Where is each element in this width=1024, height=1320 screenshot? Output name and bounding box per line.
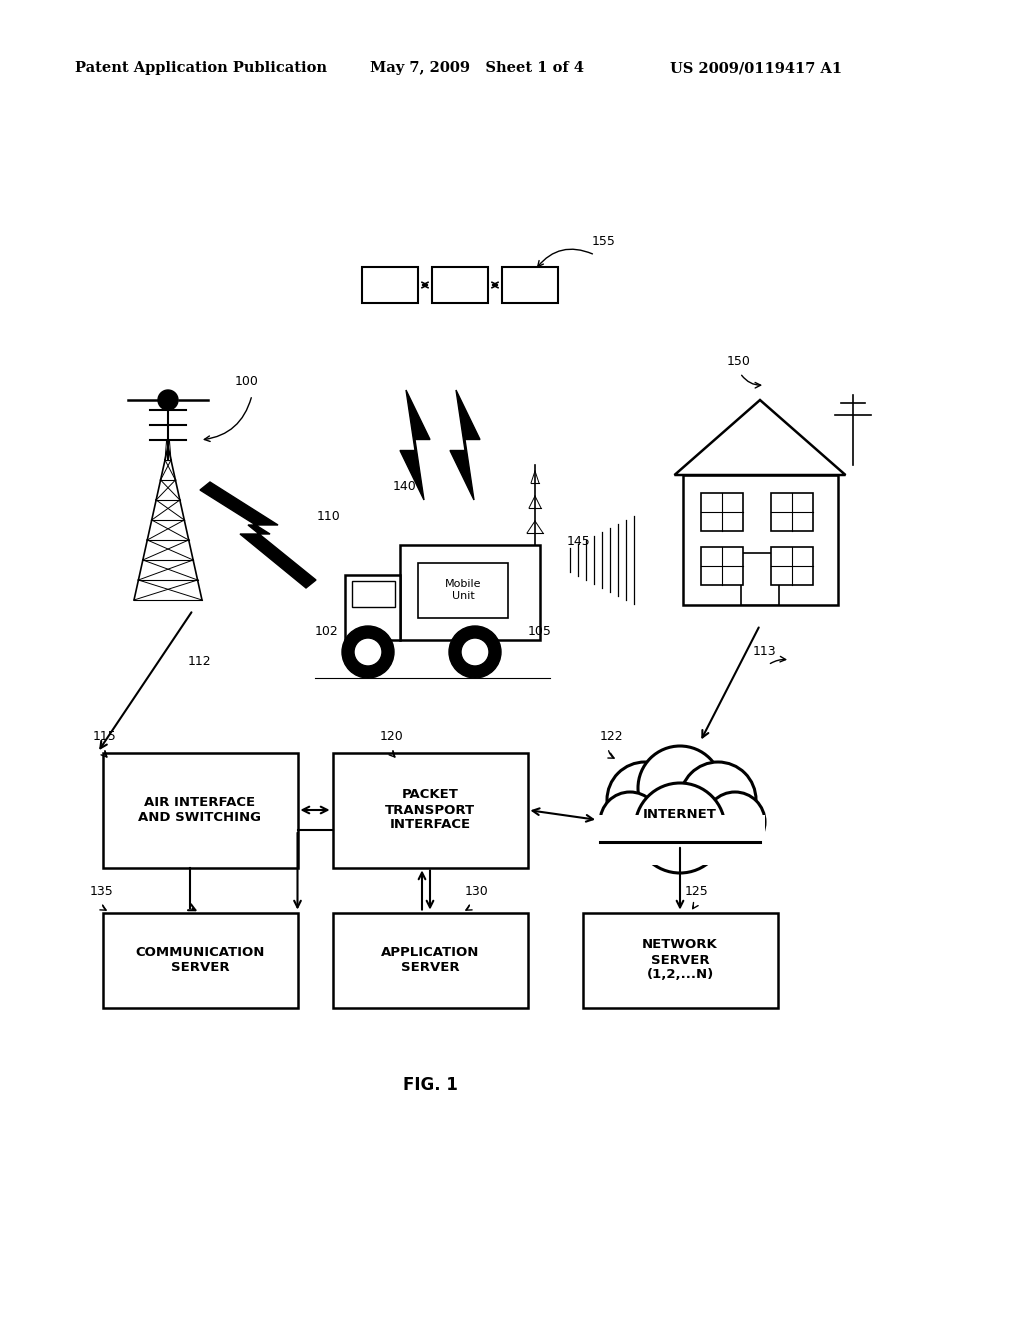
Circle shape <box>158 389 178 411</box>
Bar <box>741 553 779 605</box>
Bar <box>583 912 777 1007</box>
Text: 110: 110 <box>317 510 341 523</box>
Text: US 2009/0119417 A1: US 2009/0119417 A1 <box>670 61 842 75</box>
Bar <box>102 752 298 867</box>
Text: 155: 155 <box>592 235 615 248</box>
Text: 105: 105 <box>528 624 552 638</box>
Bar <box>502 267 558 304</box>
Bar <box>362 267 418 304</box>
Bar <box>595 814 765 865</box>
Circle shape <box>449 626 501 678</box>
Circle shape <box>342 626 394 678</box>
Text: 102: 102 <box>315 624 339 638</box>
Bar <box>333 752 527 867</box>
Bar <box>400 545 540 640</box>
Circle shape <box>638 746 722 830</box>
Bar <box>333 912 527 1007</box>
Bar <box>700 492 742 531</box>
Text: PACKET
TRANSPORT
INTERFACE: PACKET TRANSPORT INTERFACE <box>385 788 475 832</box>
Circle shape <box>705 792 765 851</box>
Text: May 7, 2009   Sheet 1 of 4: May 7, 2009 Sheet 1 of 4 <box>370 61 584 75</box>
Text: 100: 100 <box>234 375 259 388</box>
Polygon shape <box>675 400 846 475</box>
Text: INTERNET: INTERNET <box>643 808 717 821</box>
Bar <box>432 267 488 304</box>
Circle shape <box>461 638 489 667</box>
Circle shape <box>607 762 683 838</box>
Bar <box>683 475 838 605</box>
Text: 130: 130 <box>465 884 488 898</box>
Polygon shape <box>352 581 395 607</box>
Text: APPLICATION
SERVER: APPLICATION SERVER <box>381 946 479 974</box>
Circle shape <box>600 792 660 851</box>
Bar <box>770 492 812 531</box>
Circle shape <box>680 762 756 838</box>
Text: 140: 140 <box>393 480 417 492</box>
Text: 112: 112 <box>188 655 212 668</box>
Bar <box>700 546 742 585</box>
Text: Mobile
Unit: Mobile Unit <box>444 579 481 601</box>
Text: 145: 145 <box>567 535 591 548</box>
Text: 122: 122 <box>600 730 624 743</box>
Text: 120: 120 <box>380 730 403 743</box>
Text: 135: 135 <box>90 884 114 898</box>
Text: 125: 125 <box>685 884 709 898</box>
Polygon shape <box>400 389 430 500</box>
Bar <box>418 564 508 618</box>
Circle shape <box>635 783 725 873</box>
Text: 150: 150 <box>727 355 751 368</box>
Bar <box>102 912 298 1007</box>
Text: AIR INTERFACE
AND SWITCHING: AIR INTERFACE AND SWITCHING <box>138 796 261 824</box>
Text: COMMUNICATION
SERVER: COMMUNICATION SERVER <box>135 946 264 974</box>
Polygon shape <box>200 482 316 587</box>
Text: FIG. 1: FIG. 1 <box>402 1076 458 1094</box>
Text: 113: 113 <box>753 645 776 657</box>
Circle shape <box>354 638 382 667</box>
Text: Patent Application Publication: Patent Application Publication <box>75 61 327 75</box>
Polygon shape <box>450 389 480 500</box>
Text: 115: 115 <box>93 730 117 743</box>
Bar <box>770 546 812 585</box>
Polygon shape <box>345 576 400 640</box>
Text: NETWORK
SERVER
(1,2,...N): NETWORK SERVER (1,2,...N) <box>642 939 718 982</box>
